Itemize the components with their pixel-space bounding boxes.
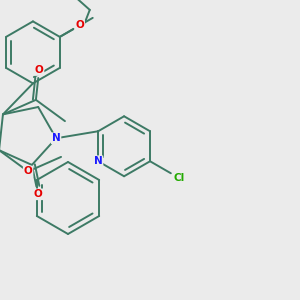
Text: O: O xyxy=(75,20,84,30)
Text: O: O xyxy=(34,189,42,199)
Text: Cl: Cl xyxy=(174,173,185,183)
Text: O: O xyxy=(35,65,44,75)
Text: O: O xyxy=(24,167,32,176)
Text: N: N xyxy=(94,156,103,166)
Text: N: N xyxy=(52,133,61,143)
Text: O: O xyxy=(75,20,84,30)
